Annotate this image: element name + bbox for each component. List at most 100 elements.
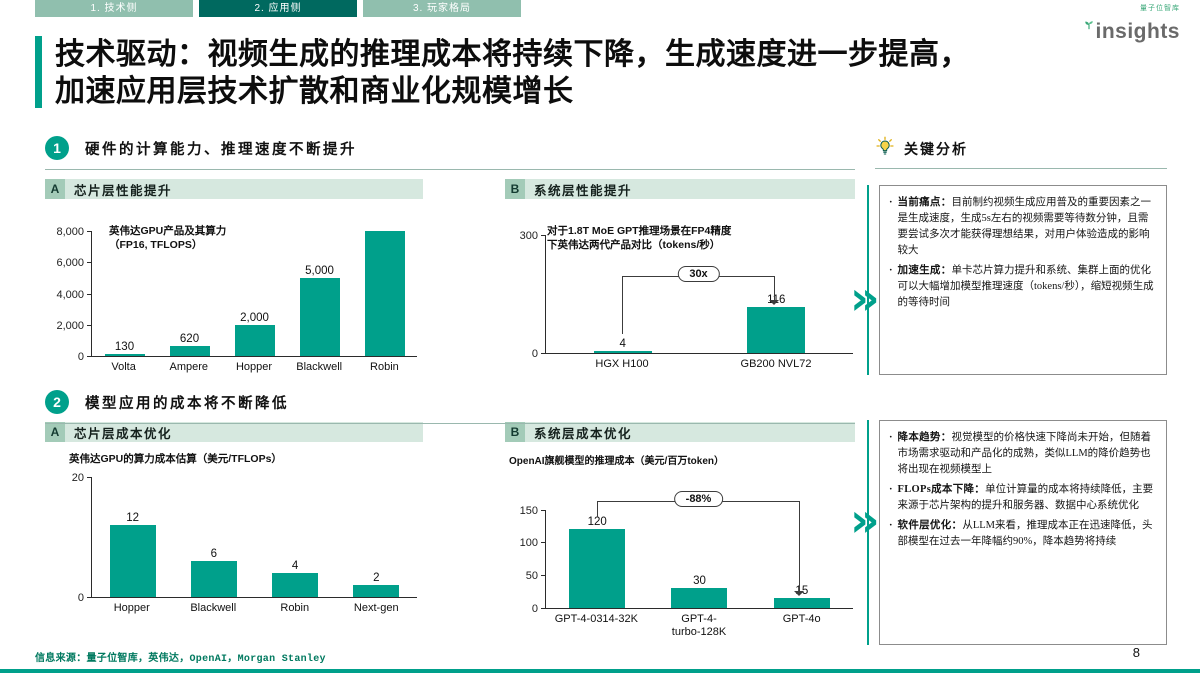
x-category-label: Next-gen	[353, 602, 399, 615]
bullet-icon: ·	[889, 432, 893, 443]
section-2-number: 2	[45, 390, 69, 414]
analysis-bullet: · 软件层优化：从LLM来看，推理成本正在迅速降低，头部模型在过去一年降幅约90%…	[889, 518, 1156, 550]
bullet-icon: ·	[889, 264, 893, 276]
analysis-bullet: · FLOPs成本下降：单位计算量的成本将持续降低，主要来源于芯片架构的提升和服务…	[889, 482, 1156, 514]
section-1-title: 硬件的计算能力、推理速度不断提升	[85, 141, 357, 158]
x-axis-labels: Volta Ampere Hopper Blackwell Robin	[91, 361, 417, 374]
source-note: 信息来源：量子位智库，英伟达，OpenAI，Morgan Stanley	[35, 654, 326, 665]
bar-value-label: 620	[179, 333, 200, 346]
bar-value-label: 130	[114, 340, 135, 353]
plot-area: 130 620 2,000 5,000	[87, 231, 417, 357]
y-tick-label: 4,000	[56, 288, 84, 301]
y-tick-label: 100	[519, 537, 538, 550]
panel-title-b2: 系统层成本优化	[534, 426, 633, 441]
y-tick-label: 0	[531, 602, 538, 615]
y-tick-label: 0	[77, 592, 84, 605]
x-category-label: HGX H100	[595, 358, 649, 370]
bar-gpt-4-0314-32k	[569, 529, 626, 608]
y-tick-label: 0	[77, 351, 84, 363]
analysis-box-2: · 降本趋势：视觉模型的价格快速下降尚未开始，但随着市场需求驱动和产品化的成熟，类…	[879, 420, 1167, 645]
y-tick-label: 0	[531, 348, 538, 360]
logo: 量子位智库 insights	[1084, 3, 1180, 43]
section-2-header: 2 模型应用的成本将不断降低	[45, 390, 855, 424]
bar-blackwell	[190, 561, 237, 598]
bullet-icon: ·	[889, 483, 893, 495]
page-number: 8	[1132, 645, 1140, 660]
panel-tag-b1: B	[505, 179, 525, 199]
bar-next-gen	[353, 585, 400, 598]
title-accent-bar	[35, 36, 42, 108]
bar-gpt-4--turbo-128k	[671, 587, 728, 608]
bar-value-label: 12	[126, 512, 140, 525]
logo-text: insights	[1095, 20, 1180, 43]
panel-tag-a2: A	[45, 422, 65, 442]
x-category-label: Robin	[280, 602, 310, 615]
y-tick-label: 50	[525, 569, 538, 582]
bar-hgx-h100	[593, 351, 652, 353]
chart-title: 英伟达GPU产品及其算力 （FP16, TFLOPS）	[109, 225, 227, 252]
bar-gpt-4o	[773, 597, 830, 608]
bar-blackwell	[299, 277, 340, 356]
bar-ampere	[169, 346, 210, 356]
double-chevron-icon: »	[850, 493, 880, 547]
chart-title: 英伟达GPU的算力成本估算（美元/TFLOPs）	[69, 453, 282, 465]
bar-robin	[272, 573, 319, 598]
x-category-label: Volta	[111, 361, 136, 373]
y-axis: 0 50 100 150	[505, 505, 545, 615]
nav-tab-2[interactable]: 2. 应用侧	[199, 0, 357, 17]
chart-title: OpenAI旗舰模型的推理成本（美元/百万token）	[509, 456, 725, 467]
bar-robin	[364, 231, 405, 356]
page-title-line1: 技术驱动：视频生成的推理成本将持续下降，生成速度进一步提高，	[55, 38, 970, 71]
analysis-box-1: · 当前痛点：目前制约视频生成应用普及的重要因素之一是生成速度，生成5s左右的视频…	[879, 185, 1167, 375]
bar-value-label: 5,000	[305, 264, 334, 277]
bar-gb200-nvl72	[747, 307, 806, 353]
panel-tag-a1: A	[45, 179, 65, 199]
logo-brand: insights	[1084, 13, 1180, 43]
chart-chip-cost: 英伟达GPU的算力成本估算（美元/TFLOPs） 0 20 12 6 4 2 Hoppe…	[45, 452, 417, 615]
bar-value-label: 4	[619, 338, 626, 351]
analysis-bullet: · 加速生成：单卡芯片算力提升和系统、集群上面的优化可以大幅增加模型推理速度（to…	[889, 263, 1156, 311]
y-axis: 0 20	[45, 472, 91, 604]
panel-header-system-performance: B 系统层性能提升	[505, 179, 855, 199]
x-category-label: Robin	[370, 361, 399, 373]
panel-title-a2: 芯片层成本优化	[74, 426, 173, 441]
x-category-label: Hopper	[113, 602, 150, 615]
panel-tag-b2: B	[505, 422, 525, 442]
chart-title: 对于1.8T MoE GPT推理场景在FP4精度 下英伟达两代产品对比（toke…	[547, 225, 732, 252]
double-chevron-icon: »	[850, 271, 880, 325]
plot-area: 4 116 30x	[541, 235, 853, 354]
bar-value-label: 2,000	[240, 311, 269, 324]
plot-area: 120 30 15 -88%	[541, 490, 853, 609]
nav-tabs: 1. 技术侧 2. 应用侧 3. 玩家格局	[35, 0, 521, 17]
lightbulb-icon	[875, 136, 895, 161]
bar-value-label: 30	[693, 574, 706, 587]
y-tick-label: 150	[519, 504, 538, 517]
panel-header-system-cost: B 系统层成本优化	[505, 422, 855, 442]
key-analysis-title: 关键分析	[904, 140, 968, 157]
panel-title-a1: 芯片层性能提升	[74, 183, 173, 198]
section-1-header: 1 硬件的计算能力、推理速度不断提升	[45, 136, 855, 170]
bar-value-label: 116	[767, 294, 786, 307]
chart-chip-performance: 英伟达GPU产品及其算力 （FP16, TFLOPS） 0 2,000 4,000 6…	[45, 225, 417, 374]
y-tick-label: 20	[71, 472, 84, 485]
logo-sub-label: 量子位智库	[1140, 5, 1180, 12]
bar-value-label: 4	[291, 560, 299, 573]
x-axis-labels: HGX H100 GB200 NVL72	[545, 358, 853, 371]
panel-header-chip-cost: A 芯片层成本优化	[45, 422, 423, 442]
nav-tab-3[interactable]: 3. 玩家格局	[363, 0, 521, 17]
y-tick-label: 2,000	[56, 319, 84, 332]
y-tick-label: 8,000	[56, 226, 84, 238]
x-axis-labels: GPT-4-0314-32K GPT-4- turbo-128K GPT-4o	[545, 613, 853, 639]
nav-tab-1[interactable]: 1. 技术侧	[35, 0, 193, 17]
accent-divider	[867, 185, 869, 375]
chart-system-performance: 对于1.8T MoE GPT推理场景在FP4精度 下英伟达两代产品对比（toke…	[505, 224, 853, 371]
key-analysis-header: 关键分析	[875, 136, 1167, 169]
x-category-label: GPT-4-0314-32K	[554, 612, 638, 625]
page-title: 技术驱动：视频生成的推理成本将持续下降，生成速度进一步提高， 加速应用层技术扩散…	[55, 36, 970, 110]
x-axis-labels: Hopper Blackwell Robin Next-gen	[91, 602, 417, 615]
chart-model-inference-cost: OpenAI旗舰模型的推理成本（美元/百万token） 0 50 100 150 12…	[505, 455, 853, 639]
percent-drop-label: -88%	[673, 490, 724, 507]
x-category-label: Hopper	[235, 361, 273, 373]
bullet-icon: ·	[889, 197, 893, 208]
